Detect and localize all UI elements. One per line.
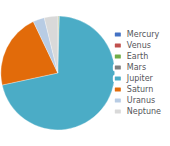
svg-text:Jupiter: Jupiter [126,74,154,83]
svg-text:Earth: Earth [127,52,148,61]
svg-text:Mars: Mars [127,63,146,72]
svg-text:Uranus: Uranus [127,96,155,105]
svg-text:Neptune: Neptune [127,107,161,116]
svg-text:Venus: Venus [127,41,151,50]
svg-text:Mercury: Mercury [127,30,160,39]
svg-text:Saturn: Saturn [127,85,153,94]
